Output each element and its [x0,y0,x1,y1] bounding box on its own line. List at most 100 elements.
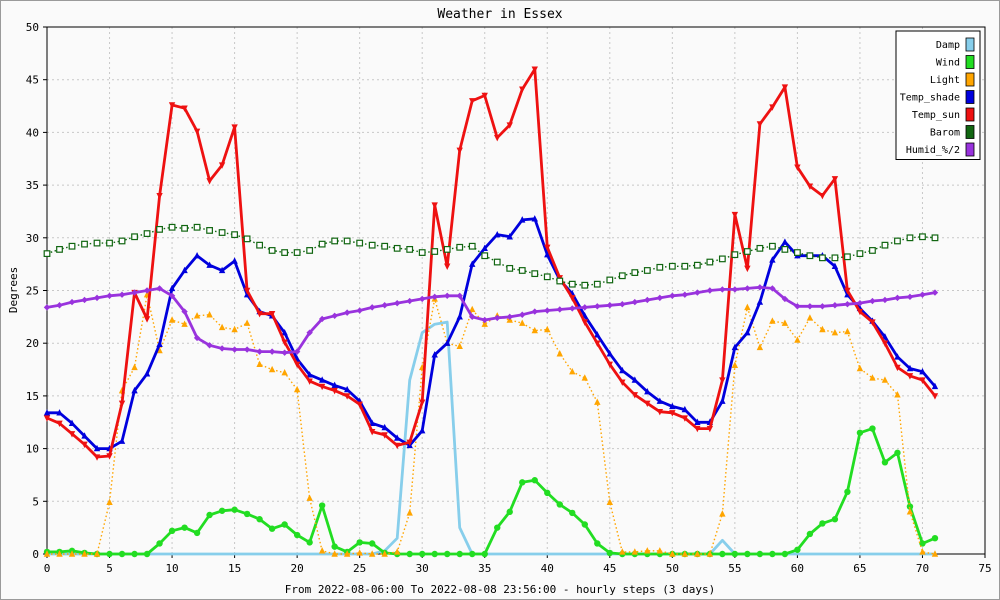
data-point-wind [494,524,501,531]
data-point-temp-sun [669,410,676,417]
data-point-light [906,508,914,515]
data-point-temp-sun [343,393,351,400]
data-point-light [81,550,88,557]
data-point-temp-shade [606,350,613,357]
data-point-wind [368,540,376,547]
data-point-barom [393,244,401,252]
data-point-wind [231,506,238,513]
data-point-temp-shade [769,256,776,263]
data-point-humid-2 [681,291,689,298]
data-point-humid-2 [131,289,138,296]
y-tick-label: 35 [26,179,39,192]
data-point-barom [894,237,901,245]
data-point-wind [431,550,438,558]
data-point-humid-2 [856,299,864,307]
data-point-light [368,550,376,557]
data-point-temp-sun [331,387,338,395]
data-point-temp-shade [118,437,126,444]
data-point-temp-shade [218,266,226,274]
series-line-temp-sun [46,67,937,459]
data-point-light [556,350,563,357]
data-point-humid-2 [719,286,726,293]
series-light [43,291,939,557]
data-point-barom [593,280,601,288]
data-point-light [656,547,664,554]
data-point-barom [919,233,926,241]
data-point-light [631,548,639,555]
data-point-humid-2 [694,289,701,296]
data-point-wind [519,479,526,486]
data-point-temp-sun [469,98,476,105]
data-point-humid-2 [656,294,664,302]
data-point-humid-2 [431,293,438,301]
data-point-light [881,376,889,383]
data-point-light [456,342,463,350]
data-point-temp-sun [831,176,839,183]
data-point-humid-2 [469,313,476,321]
data-point-light [669,550,676,557]
data-point-temp-sun [906,373,914,380]
data-point-humid-2 [569,305,576,312]
data-point-humid-2 [669,292,676,299]
data-point-temp-shade [694,418,701,425]
data-point-humid-2 [318,315,326,323]
data-point-light [56,550,63,557]
data-point-temp-sun [769,104,776,111]
data-point-temp-sun [193,128,201,136]
data-point-temp-sun [819,192,826,200]
x-tick-label: 60 [791,562,804,575]
data-point-light [181,320,188,327]
data-point-temp-shade [181,266,188,274]
x-tick-label: 40 [541,562,554,575]
data-point-humid-2 [256,348,263,355]
data-point-temp-shade [919,367,926,375]
data-point-humid-2 [243,346,251,353]
data-point-light [806,314,814,321]
data-point-temp-shade [931,382,939,390]
data-point-temp-shade [68,419,76,427]
data-point-temp-sun [118,400,126,407]
data-point-temp-shade [644,387,651,395]
data-point-temp-shade [469,260,476,267]
data-point-light [844,327,851,335]
legend-swatch-temp-sun [965,107,975,122]
data-point-humid-2 [494,314,501,322]
data-point-temp-sun [719,377,726,384]
y-tick-label: 30 [26,232,39,245]
data-point-barom [43,250,51,258]
data-point-temp-shade [206,261,213,268]
data-point-humid-2 [419,295,426,303]
data-point-barom [831,254,839,262]
data-point-humid-2 [731,286,739,293]
data-point-humid-2 [631,298,639,306]
data-point-barom [106,239,113,247]
series-temp-sun [43,66,939,461]
data-point-wind [131,550,138,558]
data-point-wind [293,531,301,539]
data-point-temp-shade [81,432,88,439]
data-point-barom [231,231,239,239]
data-point-humid-2 [93,294,101,302]
data-point-barom [906,234,914,242]
series-temp-shade [43,215,939,452]
data-point-light [781,319,789,326]
data-point-humid-2 [894,294,901,302]
data-point-temp-shade [419,426,426,434]
data-point-humid-2 [481,316,488,324]
data-point-barom [656,263,664,271]
data-point-temp-shade [506,233,513,240]
data-point-humid-2 [343,309,351,316]
data-point-temp-shade [56,409,63,416]
data-point-light [681,550,689,557]
data-point-wind [794,546,801,553]
data-point-barom [143,230,151,237]
data-point-barom [418,249,426,256]
data-point-light [531,326,538,334]
data-point-humid-2 [218,345,226,352]
data-point-light [819,325,826,333]
data-point-humid-2 [56,302,63,309]
data-point-wind [931,534,939,542]
data-point-temp-shade [631,376,639,383]
data-point-wind [356,539,363,546]
data-point-wind [419,550,426,558]
